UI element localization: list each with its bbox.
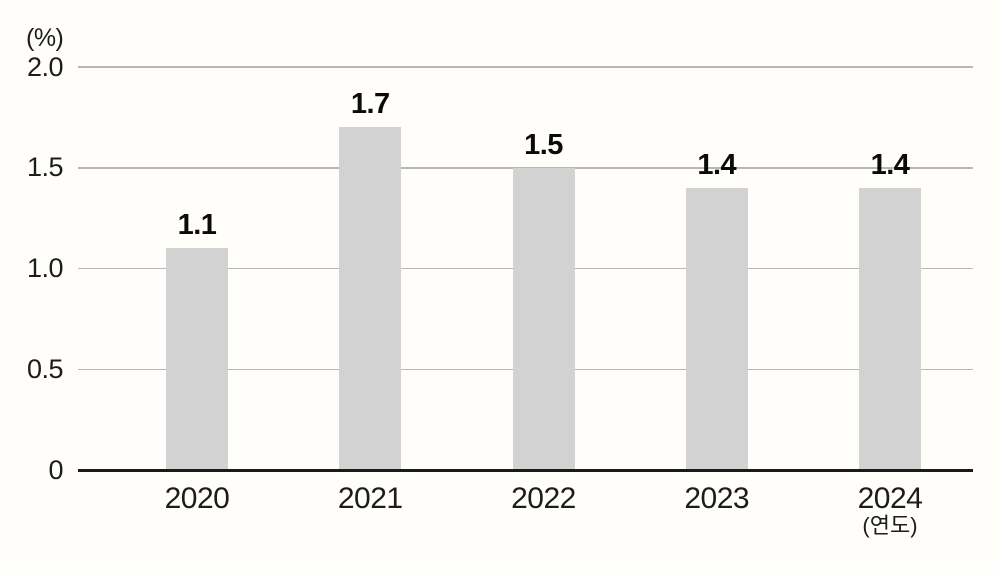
y-tick-label: 0.5 [26, 353, 64, 384]
x-tick-label: 2020 [164, 482, 230, 515]
y-axis-unit-label: (%) [26, 24, 64, 52]
x-tick-label: 2023 [684, 482, 750, 515]
x-tick-label: 2021 [337, 482, 403, 515]
bar-2024 [859, 187, 921, 470]
y-tick-label: 0 [48, 454, 63, 485]
gridline [78, 66, 973, 68]
bar-value-label: 1.7 [350, 88, 390, 121]
bar-value-label: 1.4 [870, 148, 910, 181]
x-axis-line [78, 469, 973, 472]
y-tick-label: 1.5 [26, 152, 64, 183]
y-tick-label: 2.0 [26, 51, 64, 82]
x-tick-label: 2024 [857, 482, 923, 515]
bar-2021 [339, 127, 402, 470]
bar-2023 [685, 187, 748, 470]
bar-value-label: 1.5 [524, 128, 563, 161]
bar-2020 [166, 248, 228, 470]
x-axis-unit-label: (연도) [862, 513, 918, 538]
bar-value-label: 1.4 [697, 148, 737, 181]
y-tick-label: 1.0 [26, 253, 64, 283]
x-tick-label: 2022 [511, 482, 576, 515]
bar-value-label: 1.1 [177, 209, 217, 242]
bar-2022 [512, 167, 575, 470]
